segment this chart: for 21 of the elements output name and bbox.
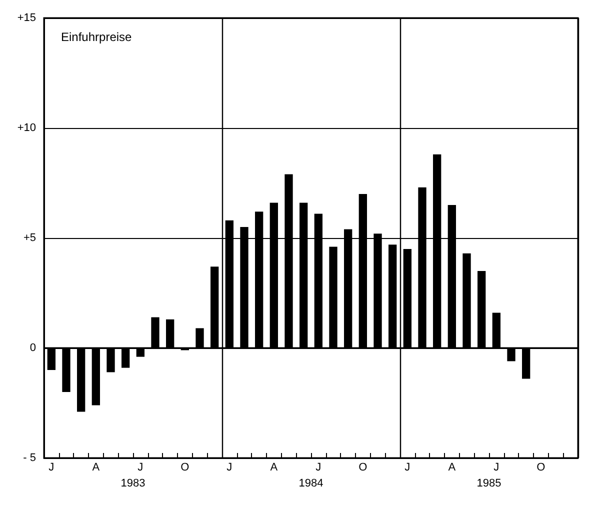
y-tick-label: - 5 xyxy=(23,452,36,464)
x-tick-label: O xyxy=(180,462,190,474)
text: Einfuhrpreise xyxy=(61,30,132,44)
x-tick-label: J xyxy=(404,462,410,474)
y-tick-label: +10 xyxy=(17,122,36,134)
x-tick-label: J xyxy=(138,462,144,474)
x-tick-label: J xyxy=(316,462,322,474)
x-tick-label: A xyxy=(270,462,278,474)
text: 1984 xyxy=(298,478,324,490)
x-tick-label: O xyxy=(536,462,546,474)
y-tick-label: 0 xyxy=(30,342,36,354)
x-tick-label: J xyxy=(226,462,232,474)
x-tick-label: O xyxy=(358,462,368,474)
x-tick-label: J xyxy=(494,462,500,474)
x-tick-label: J xyxy=(48,462,54,474)
text: 1983 xyxy=(120,478,146,490)
y-tick-label: +15 xyxy=(17,12,36,24)
text: 1985 xyxy=(476,478,502,490)
x-tick-label: A xyxy=(92,462,100,474)
x-tick-label: A xyxy=(448,462,456,474)
y-tick-label: +5 xyxy=(23,232,36,244)
